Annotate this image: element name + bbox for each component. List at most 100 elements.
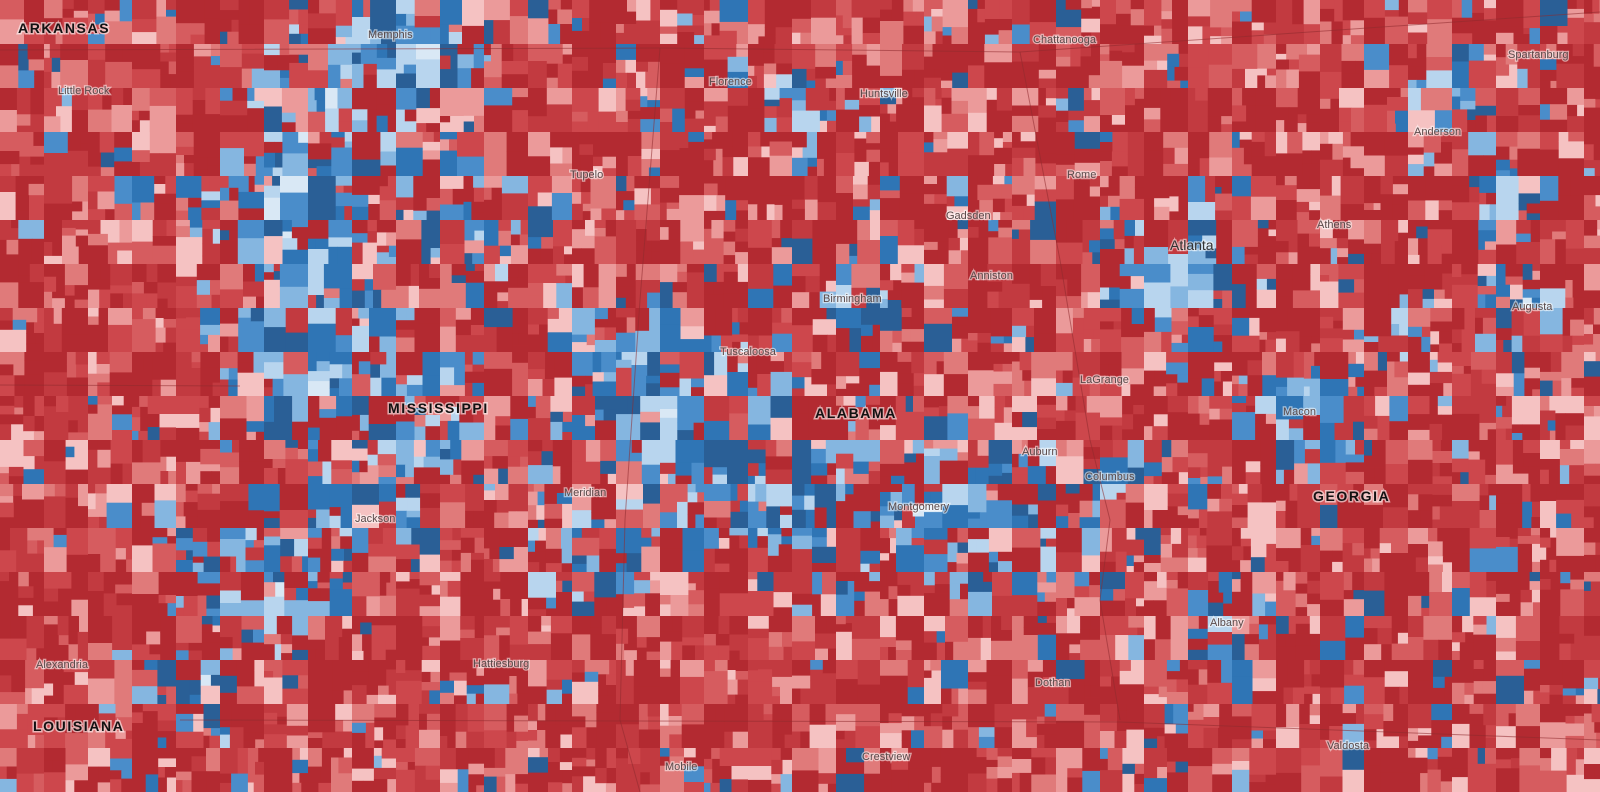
- precinct: [1245, 284, 1258, 300]
- precinct: [897, 595, 925, 617]
- precinct: [95, 0, 105, 15]
- precinct: [160, 632, 177, 661]
- precinct: [869, 199, 881, 211]
- precinct: [1144, 282, 1171, 309]
- precinct: [228, 368, 238, 380]
- precinct: [792, 292, 810, 309]
- precinct: [924, 162, 948, 177]
- precinct: [352, 308, 359, 319]
- precinct: [1111, 166, 1129, 177]
- precinct: [1350, 168, 1365, 177]
- precinct: [1086, 396, 1101, 413]
- precinct: [748, 638, 770, 661]
- precinct: [68, 396, 89, 421]
- precinct: [772, 660, 793, 678]
- precinct: [112, 616, 133, 640]
- precinct: [572, 70, 589, 89]
- precinct: [1167, 412, 1189, 441]
- precinct: [1205, 176, 1216, 203]
- precinct: [780, 506, 793, 516]
- precinct: [1342, 339, 1365, 353]
- precinct: [1219, 644, 1233, 661]
- precinct: [188, 650, 203, 661]
- precinct: [1391, 643, 1409, 661]
- precinct: [693, 422, 705, 434]
- precinct: [1483, 44, 1497, 55]
- precinct: [1276, 419, 1290, 441]
- precinct: [528, 369, 546, 380]
- precinct: [183, 502, 198, 517]
- precinct: [779, 132, 793, 142]
- precinct: [0, 484, 14, 497]
- precinct: [367, 231, 378, 243]
- precinct: [1408, 616, 1424, 638]
- precinct: [994, 164, 1006, 177]
- precinct: [677, 32, 695, 45]
- precinct: [735, 660, 749, 672]
- precinct: [360, 616, 372, 623]
- precinct: [774, 195, 793, 206]
- precinct: [668, 473, 676, 485]
- precinct: [892, 342, 903, 353]
- precinct: [880, 484, 903, 493]
- precinct: [379, 501, 397, 529]
- precinct: [1479, 176, 1497, 194]
- precinct: [18, 264, 31, 276]
- precinct: [811, 369, 837, 385]
- precinct: [378, 465, 397, 478]
- precinct: [1496, 159, 1511, 171]
- precinct: [1167, 493, 1189, 507]
- precinct: [1484, 241, 1497, 251]
- precinct: [1590, 581, 1600, 592]
- precinct: [860, 550, 881, 565]
- precinct: [463, 187, 475, 203]
- precinct: [142, 440, 161, 463]
- precinct: [328, 44, 353, 66]
- precinct: [396, 264, 412, 287]
- precinct: [33, 145, 45, 157]
- precinct: [508, 517, 517, 529]
- precinct: [250, 308, 265, 322]
- precinct: [968, 65, 985, 89]
- precinct: [943, 352, 969, 375]
- precinct: [852, 54, 868, 66]
- precinct: [1429, 371, 1453, 384]
- precinct: [352, 206, 369, 221]
- precinct: [0, 176, 16, 193]
- precinct: [380, 132, 397, 152]
- precinct: [484, 199, 503, 221]
- precinct: [991, 640, 1013, 661]
- precinct: [1188, 67, 1210, 89]
- precinct: [939, 460, 969, 485]
- precinct: [758, 660, 773, 670]
- precinct: [1439, 343, 1453, 353]
- precinct: [943, 374, 969, 397]
- precinct: [688, 604, 705, 617]
- precinct: [13, 502, 23, 518]
- precinct: [62, 0, 75, 10]
- precinct: [711, 335, 722, 353]
- precinct: [1540, 459, 1561, 471]
- precinct: [476, 660, 485, 668]
- precinct: [1522, 279, 1541, 290]
- precinct: [1528, 466, 1541, 485]
- precinct: [704, 660, 716, 672]
- precinct: [572, 111, 588, 122]
- precinct: [1345, 454, 1365, 463]
- precinct: [897, 373, 915, 384]
- precinct: [1364, 415, 1378, 430]
- precinct: [193, 44, 212, 57]
- precinct: [1219, 498, 1233, 512]
- precinct: [1295, 583, 1308, 594]
- precinct: [815, 633, 837, 649]
- precinct: [735, 220, 749, 230]
- precinct: [371, 641, 387, 661]
- precinct: [911, 308, 925, 330]
- precinct: [396, 680, 423, 705]
- precinct: [1320, 462, 1347, 485]
- precinct: [719, 572, 749, 594]
- precinct: [1496, 170, 1511, 177]
- precinct: [1268, 229, 1277, 237]
- precinct: [616, 396, 628, 415]
- precinct: [1100, 151, 1113, 162]
